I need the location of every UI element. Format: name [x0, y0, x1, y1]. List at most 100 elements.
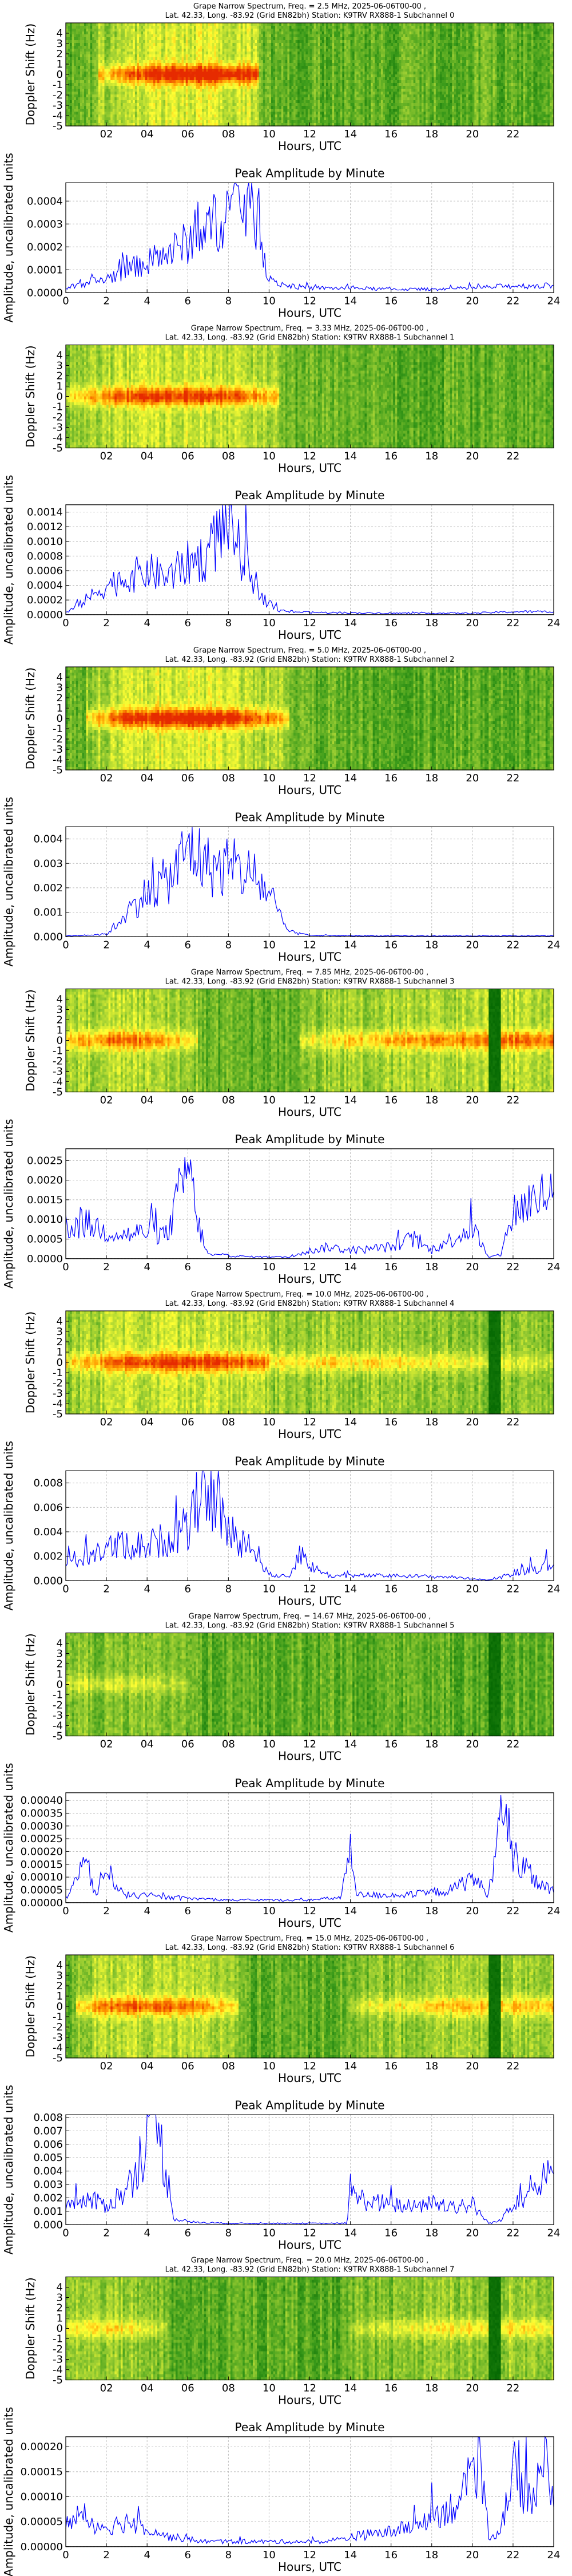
spectrogram-cell [80, 29, 82, 32]
spectrogram-cell [72, 92, 74, 95]
spectrogram-cell [168, 83, 170, 86]
spectrogram-cell [76, 72, 78, 75]
spectrogram-cell [113, 86, 115, 89]
spectrogram-cell [143, 29, 145, 32]
spectrogram-cell [106, 80, 109, 84]
spectrogram-cell [129, 29, 131, 32]
spectrogram-cell [117, 77, 119, 81]
spectrogram-cell [86, 83, 89, 86]
spectrogram-cell [133, 46, 135, 49]
spectrogram-cell [186, 49, 188, 52]
spectrogram-cell [109, 66, 111, 69]
spectrogram-cell [110, 74, 113, 78]
spectrogram-cell [113, 120, 115, 124]
spectrogram-cell [94, 43, 97, 46]
spectrogram-cell [82, 86, 84, 89]
spectrogram-cell [129, 69, 131, 72]
spectrogram-cell [118, 114, 121, 118]
spectrogram-cell [161, 112, 164, 115]
spectrogram-cell [172, 57, 174, 61]
spectrogram-cell [98, 94, 101, 98]
spectrogram-cell [157, 69, 160, 72]
spectrogram-cell [110, 60, 113, 64]
spectrogram-cell [98, 86, 101, 89]
spectrogram-cell [125, 52, 127, 55]
spectrogram-cell [157, 112, 160, 115]
spectrogram-cell [118, 43, 121, 46]
spectrogram-cell [105, 40, 107, 44]
spectrogram-cell [168, 46, 170, 49]
spectrogram-cell [86, 57, 89, 61]
spectrogram-cell [172, 89, 174, 92]
spectrogram-cell [118, 94, 121, 98]
spectrogram-cell [84, 94, 86, 98]
spectrogram-cell [161, 72, 164, 75]
spectrogram-cell [125, 109, 127, 112]
spectrogram-cell [66, 117, 68, 121]
spectrogram-cell [165, 26, 168, 29]
spectrogram-cell [96, 34, 98, 38]
spectrogram-cell [172, 43, 174, 46]
spectrogram-cell [127, 92, 129, 95]
spectrogram-cell [165, 40, 168, 44]
spectrogram-cell [121, 66, 123, 69]
spectrogram-cell [176, 103, 178, 106]
spectrogram-cell [68, 54, 70, 58]
spectrogram-cell [135, 31, 137, 35]
spectrogram-cell [141, 83, 144, 86]
spectrogram-cell [161, 114, 164, 118]
spectrogram-cell [180, 37, 182, 41]
spectrogram-cell [147, 37, 149, 41]
spectrogram-cell [82, 52, 84, 55]
spectrogram-cell [70, 120, 72, 124]
spectrogram-cell [86, 114, 89, 118]
spectrogram-cell [70, 97, 72, 101]
spectrogram-cell [172, 77, 174, 81]
spectrogram-cell [141, 72, 144, 75]
spectrogram-cell [106, 54, 109, 58]
spectrogram-cell [100, 49, 102, 52]
spectrogram-cell [82, 34, 84, 38]
spectrogram-cell [90, 112, 93, 115]
spectrogram-cell [157, 54, 160, 58]
spectrogram-cell [86, 120, 89, 124]
spectrogram-cell [133, 112, 135, 115]
spectrogram-cell [94, 66, 97, 69]
spectrogram-cell [72, 112, 74, 115]
spectrogram-cell [70, 26, 72, 29]
spectrogram-cell [131, 34, 133, 38]
spectrogram-cell [173, 37, 176, 41]
spectrogram-cell [100, 112, 102, 115]
spectrogram-cell [137, 60, 139, 64]
spectrogram-cell [96, 52, 98, 55]
spectrogram-cell [141, 49, 144, 52]
spectrogram-cell [68, 77, 70, 81]
spectrogram-cell [84, 40, 86, 44]
spectrogram-cell [117, 49, 119, 52]
spectrogram-cell [180, 86, 182, 89]
spectrogram-cell [110, 34, 113, 38]
spectrogram-cell [90, 60, 93, 64]
spectrogram-cell [165, 97, 168, 101]
spectrogram-cell [70, 86, 72, 89]
spectrogram-cell [182, 52, 184, 55]
spectrogram-cell [164, 63, 166, 66]
spectrogram-cell [141, 100, 144, 104]
spectrogram-cell [129, 57, 131, 61]
spectrogram-cell [68, 46, 70, 49]
spectrogram-cell [121, 52, 123, 55]
spectrogram-cell [151, 112, 153, 115]
spectrogram-cell [127, 60, 129, 64]
spectrogram-cell [151, 97, 153, 101]
spectrogram-cell [92, 103, 94, 106]
spectrogram-cell [76, 114, 78, 118]
spectrogram-cell [118, 66, 121, 69]
spectrogram-cell [135, 89, 137, 92]
spectrogram-cell [88, 37, 90, 41]
spectrogram-cell [90, 100, 93, 104]
spectrogram-cell [100, 100, 102, 104]
spectrogram-cell [82, 114, 84, 118]
spectrogram-cell [90, 80, 93, 84]
spectrogram-cell [110, 23, 113, 26]
spectrogram-cell [72, 94, 74, 98]
